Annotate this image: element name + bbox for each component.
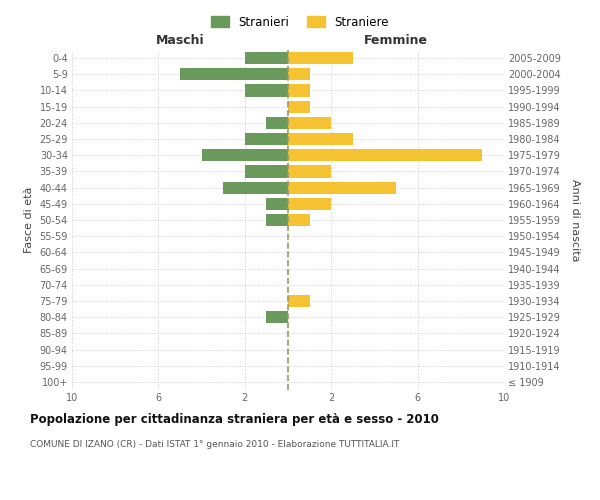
Text: Popolazione per cittadinanza straniera per età e sesso - 2010: Popolazione per cittadinanza straniera p… [30,412,439,426]
Bar [288,182,396,194]
Bar [202,149,288,162]
Bar [288,133,353,145]
Bar [245,84,288,96]
Bar [288,117,331,129]
Bar [266,117,288,129]
Bar [288,68,310,80]
Legend: Stranieri, Straniere: Stranieri, Straniere [206,11,394,34]
Text: Maschi: Maschi [155,34,205,47]
Bar [266,198,288,210]
Y-axis label: Fasce di età: Fasce di età [24,187,34,253]
Text: COMUNE DI IZANO (CR) - Dati ISTAT 1° gennaio 2010 - Elaborazione TUTTITALIA.IT: COMUNE DI IZANO (CR) - Dati ISTAT 1° gen… [30,440,400,449]
Bar [288,295,310,307]
Bar [266,311,288,323]
Bar [288,100,310,112]
Bar [245,133,288,145]
Bar [288,149,482,162]
Y-axis label: Anni di nascita: Anni di nascita [571,179,580,261]
Bar [288,84,310,96]
Bar [288,52,353,64]
Bar [288,166,331,177]
Bar [266,214,288,226]
Bar [288,198,331,210]
Bar [180,68,288,80]
Bar [245,52,288,64]
Bar [223,182,288,194]
Bar [245,166,288,177]
Text: Femmine: Femmine [364,34,428,47]
Bar [288,214,310,226]
